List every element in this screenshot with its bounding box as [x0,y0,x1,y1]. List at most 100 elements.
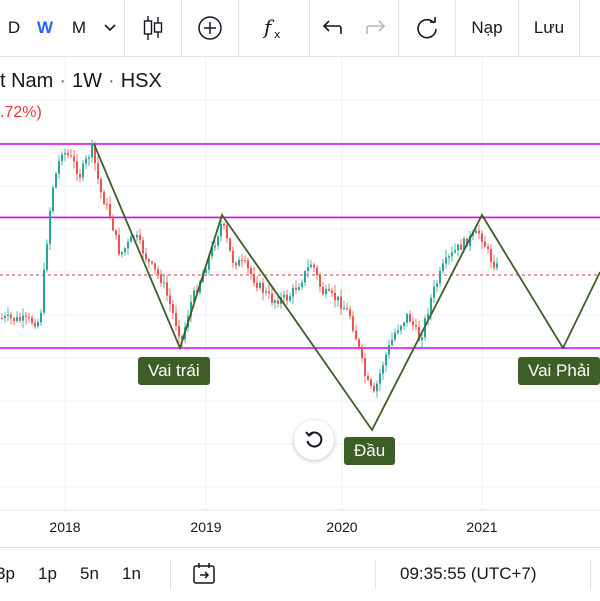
candle-body [154,263,156,270]
x-axis-label-2018: 2018 [49,519,81,535]
candle-body [340,296,342,309]
candle-body [301,282,303,287]
candle-body [490,249,492,262]
candle-body [310,264,312,268]
interval-m-button[interactable]: M [71,18,87,37]
candle-body [475,230,477,233]
candle-body [385,354,387,366]
candle-body [151,261,153,264]
horizontal-levels [0,143,600,349]
candle-body [364,358,366,376]
candle-body [394,332,396,340]
candle-body [337,296,339,301]
symbol-separator: · [108,70,115,92]
candle-body [106,203,108,205]
candle-body [148,259,150,262]
candle-body [268,291,270,294]
indicators-fx-icon[interactable]: f x [239,0,309,56]
range-3p-button[interactable]: 3p [0,564,15,583]
candle-body [97,163,99,180]
candle-body [469,235,471,246]
candlestick-icon[interactable] [125,0,181,56]
candle-body [37,322,39,327]
candle-body [445,257,447,264]
candle-body [334,292,336,301]
interval-d-button[interactable]: D [7,18,21,37]
candle-body [349,309,351,317]
candle-body [370,379,372,386]
candle-body [4,315,6,319]
candle-body [313,264,315,268]
toolbar-divider [579,0,580,56]
right-shoulder-label[interactable]: Vai Phải [518,357,600,385]
candle-body [61,154,63,162]
candle-body [49,211,51,244]
reset-rotate-icon [305,431,323,448]
candle-body [487,246,489,250]
candle-body [34,322,36,327]
candle-body [67,152,69,156]
toolbar-divider [455,0,456,56]
candle-body [157,269,159,275]
candle-body [358,339,360,347]
candle-body [82,163,84,178]
candle-body [220,223,222,237]
candle-body [367,375,369,380]
candle-body [112,216,114,231]
head-label[interactable]: Đầu [344,437,396,465]
candle-body [265,291,267,293]
bottom-divider [170,560,171,590]
candle-body [253,274,255,283]
candle-body [115,230,117,235]
candle-body [130,236,132,242]
candle-body [73,156,75,162]
candle-body [436,283,438,287]
candle-body [460,244,462,250]
candle-body [181,336,183,340]
range-1p-button[interactable]: 1p [38,564,57,583]
candle-body [316,267,318,276]
symbol-interval: 1W [72,70,103,92]
candle-body [298,286,300,290]
toolbar-divider [309,0,310,56]
undo-icon[interactable] [310,0,354,56]
reset-chart-button[interactable] [294,420,334,460]
toolbar-divider [124,0,125,56]
toolbar-divider [238,0,239,56]
candle-body [13,318,15,321]
candle-body [397,330,399,333]
candle-body [406,314,408,323]
candle-body [58,161,60,174]
load-button[interactable]: Nạp [471,18,503,37]
redo-icon[interactable] [354,0,398,56]
candle-body [331,290,333,293]
range-1n-button[interactable]: 1n [122,564,141,583]
candle-body [439,270,441,284]
candle-body [286,294,288,301]
left-shoulder-label[interactable]: Vai trái [138,357,210,385]
candle-body [478,230,480,234]
go-to-date-icon[interactable] [192,562,218,591]
symbol-header: t Nam · 1W · HSX [0,70,162,93]
candle-body [307,267,309,272]
candle-body [79,174,81,178]
candle-body [217,236,219,246]
candle-body [403,322,405,327]
save-button[interactable]: Lưu [533,18,565,37]
candle-body [415,325,417,327]
price-chart[interactable] [0,57,600,547]
candle-body [427,314,429,319]
candle-body [214,245,216,248]
candle-body [346,308,348,310]
chevron-down-icon[interactable] [96,0,124,56]
candle-body [379,373,381,384]
plus-circle-icon[interactable] [182,0,238,56]
candle-body [211,247,213,257]
candle-body [40,312,42,323]
candle-body [229,238,231,251]
x-axis-label-2019: 2019 [190,519,222,535]
interval-w-button[interactable]: W [36,18,54,37]
x-axis-label-2020: 2020 [326,519,358,535]
range-5n-button[interactable]: 5n [80,564,99,583]
refresh-circle-icon[interactable] [399,0,455,56]
